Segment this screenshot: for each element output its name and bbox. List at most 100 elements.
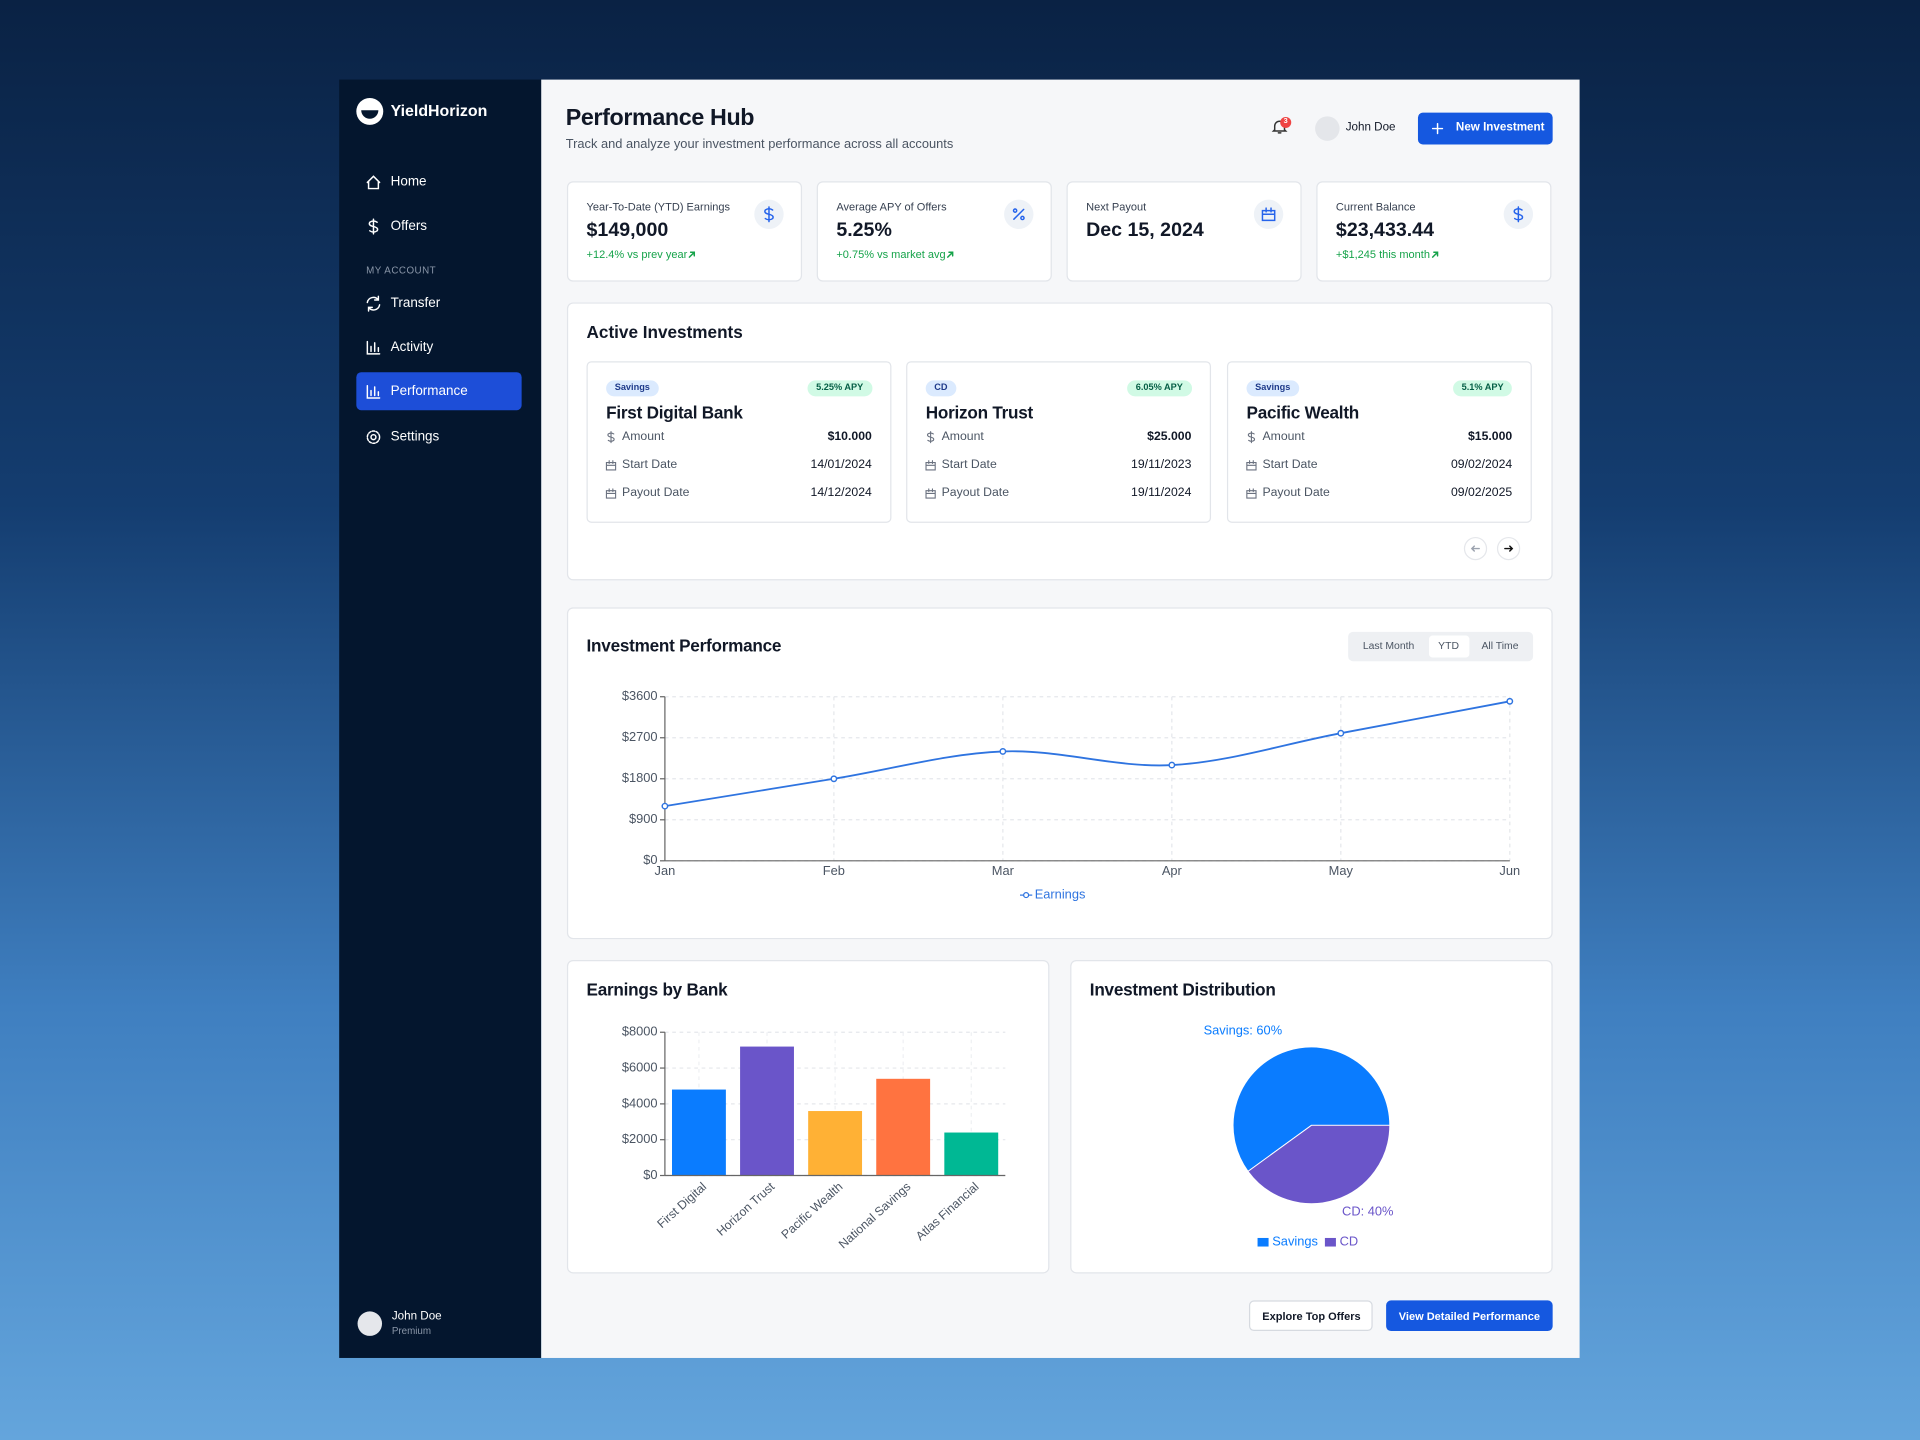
- chart-title: Investment Distribution: [1089, 979, 1276, 1000]
- field-label: Payout Date: [622, 486, 690, 500]
- nav-item[interactable]: Home: [390, 174, 427, 190]
- stat-card: [1316, 181, 1552, 282]
- tab[interactable]: Last Month: [1362, 639, 1415, 652]
- icon-stroke: [925, 488, 936, 499]
- icon: [366, 295, 381, 312]
- icon-stroke: [925, 460, 936, 471]
- nav-item[interactable]: Activity: [390, 340, 434, 355]
- line-series: [664, 700, 1510, 808]
- nav-item[interactable]: Performance: [390, 384, 468, 399]
- y-tick-label: $6000: [622, 1059, 658, 1074]
- y-tick-label: $4000: [622, 1095, 658, 1110]
- stat-card: [566, 181, 803, 282]
- logo-mark: [361, 110, 379, 119]
- icon: [368, 218, 379, 235]
- icon: [1513, 206, 1524, 223]
- icon-stroke: [366, 384, 381, 399]
- field-label: Amount: [1262, 430, 1305, 444]
- chart-title: Earnings by Bank: [586, 979, 728, 1000]
- field-label: Payout Date: [941, 486, 1010, 500]
- x-tick-label: Pacific Wealth: [779, 1179, 846, 1241]
- x-tick-label: Feb: [823, 863, 845, 878]
- stat-card: [1066, 181, 1302, 282]
- icon: [366, 175, 381, 190]
- x-tick-label: Atlas Financial: [913, 1180, 981, 1244]
- stat-change: +$1,245 this month: [1335, 248, 1430, 261]
- investment-tag: CD: [925, 380, 957, 396]
- stat-value: Dec 15, 2024: [1086, 220, 1204, 241]
- legend-label: CD: [1340, 1234, 1359, 1249]
- icon-stroke: [370, 433, 377, 441]
- investment-name: Pacific Wealth: [1246, 402, 1360, 423]
- nav-item[interactable]: Settings: [390, 429, 440, 445]
- line-point: [661, 802, 669, 810]
- icon-stroke: [1261, 207, 1276, 222]
- tab[interactable]: All Time: [1481, 639, 1519, 652]
- sidebar: [339, 79, 542, 1358]
- investment-apy: 5.1% APY: [1453, 380, 1513, 396]
- y-tick-label: $0: [643, 852, 657, 867]
- stat-card: [816, 181, 1052, 282]
- user-plan: Premium: [391, 1325, 432, 1337]
- tab-active[interactable]: [1428, 635, 1470, 658]
- icon-stroke: [947, 251, 954, 258]
- button-label[interactable]: View Detailed Performance: [1398, 1309, 1541, 1323]
- icon: [1261, 207, 1276, 222]
- icon-stroke: [1246, 460, 1257, 471]
- chart-title: Investment Performance: [586, 635, 782, 656]
- line-point: [1168, 761, 1176, 769]
- page-subtitle: Track and analyze your investment perfor…: [565, 137, 954, 152]
- button-label[interactable]: New Investment: [1455, 120, 1545, 135]
- field-label: Amount: [941, 430, 984, 444]
- icon: [1431, 251, 1439, 258]
- pie-slice: [1247, 1124, 1391, 1205]
- field-value: $10.000: [827, 430, 872, 444]
- icon-stroke: [366, 430, 381, 445]
- investment-tag: Savings: [1246, 380, 1299, 396]
- icon: [1470, 545, 1480, 552]
- field-value: 09/02/2024: [1450, 458, 1513, 472]
- bar: [740, 1046, 794, 1176]
- pie-label: Savings: 60%: [1204, 1022, 1283, 1037]
- icon: [607, 431, 615, 444]
- investment-name: Horizon Trust: [925, 402, 1034, 423]
- stat-label: Current Balance: [1335, 200, 1416, 213]
- icon-stroke: [1013, 208, 1025, 220]
- y-tick-label: $0: [643, 1167, 657, 1182]
- field-label: Payout Date: [1262, 486, 1330, 500]
- tab[interactable]: YTD: [1438, 639, 1459, 652]
- nav-item[interactable]: Offers: [390, 218, 428, 234]
- bar: [672, 1089, 726, 1176]
- icon-stroke: [366, 295, 380, 304]
- field-label: Amount: [622, 430, 665, 444]
- icon-stroke: [367, 304, 381, 312]
- y-tick-label: $3600: [622, 688, 658, 703]
- icon-stroke: [1504, 545, 1514, 552]
- notification-badge: [1280, 116, 1292, 128]
- investment-apy: 5.25% APY: [807, 380, 872, 396]
- icon: [688, 251, 696, 258]
- x-tick-label: Jan: [655, 863, 676, 878]
- button-view-performance[interactable]: [1386, 1300, 1553, 1332]
- button-explore[interactable]: [1248, 1300, 1373, 1332]
- field-value: 19/11/2023: [1131, 458, 1192, 472]
- icon: [1247, 431, 1256, 444]
- header-user: John Doe: [1345, 120, 1396, 135]
- nav-item[interactable]: Transfer: [390, 295, 441, 311]
- icon: [764, 206, 774, 223]
- field-label: Start Date: [622, 458, 678, 472]
- x-tick-label: Mar: [992, 863, 1015, 878]
- stat-value: $149,000: [586, 220, 669, 241]
- nav-active[interactable]: [356, 372, 522, 411]
- performance-panel: [566, 607, 1553, 940]
- x-tick-label: Apr: [1162, 863, 1183, 878]
- field-label: Start Date: [941, 458, 997, 472]
- line-point: [999, 748, 1007, 755]
- page-title: Performance Hub: [565, 105, 755, 132]
- field-value: $15.000: [1467, 430, 1513, 444]
- stat-value: $23,433.44: [1335, 220, 1434, 241]
- button-label[interactable]: Explore Top Offers: [1262, 1309, 1361, 1323]
- icon-stroke: [1470, 545, 1480, 552]
